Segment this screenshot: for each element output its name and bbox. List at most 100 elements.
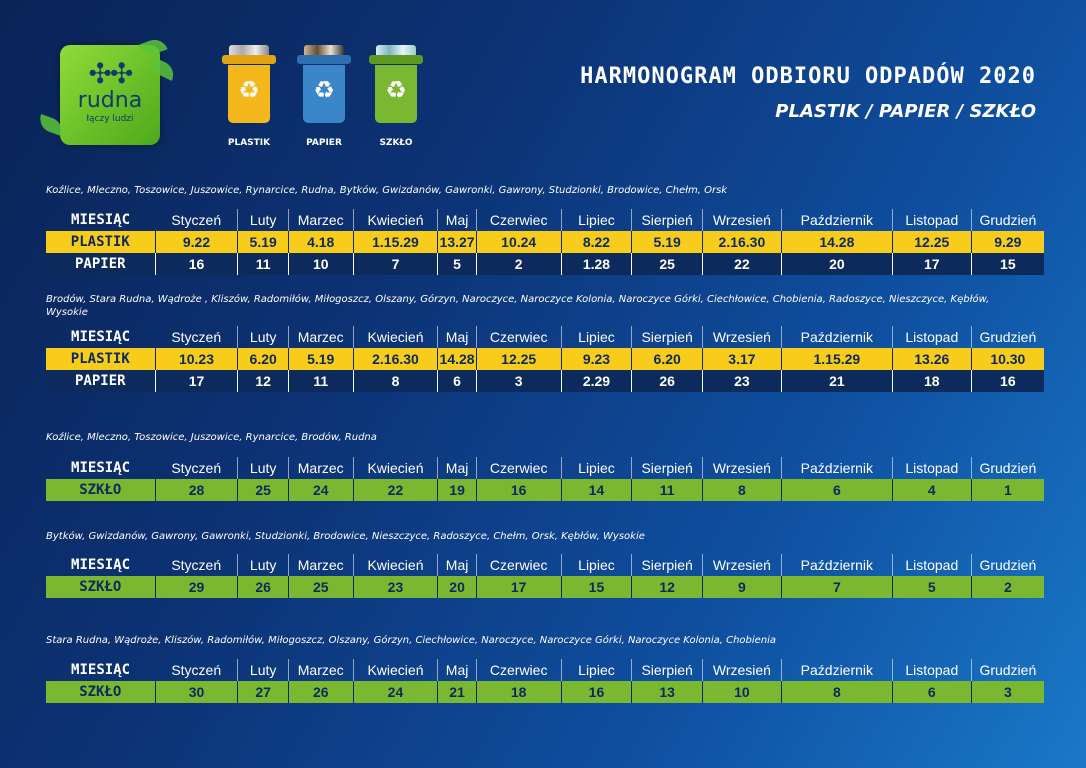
month-header-row: MIESIĄC Styczeń Luty Marzec Kwiecień Maj Czerw… [46, 554, 1044, 576]
month-header-cell: Wrzesień [702, 457, 782, 479]
pickup-date-cell: 6 [780, 479, 893, 501]
pickup-date-cell: 3.17 [702, 348, 782, 370]
area-list: Koźlice, Mleczno, Toszowice, Juszowice, … [46, 185, 728, 196]
month-header-label: MIESIĄC [71, 662, 131, 678]
pickup-date-cell: 13.27 [437, 231, 477, 253]
bin-label-szklo: SZKŁO [379, 138, 413, 148]
month-header-cell: Kwiecień [352, 457, 438, 479]
pickup-date-cell: 12 [631, 576, 703, 598]
pickup-date-cell: 26 [237, 576, 289, 598]
pickup-date-cell: 13.26 [891, 348, 972, 370]
month-header-cell: Styczeń [171, 212, 222, 228]
month-header-cell: Lipiec [560, 457, 632, 479]
month-header-cell: Marzec [287, 554, 354, 576]
month-header-cell: Maj [437, 209, 477, 231]
rudna-logo: ✣✣ rudna łączy ludzi [60, 45, 160, 145]
month-header-cell: Luty [237, 326, 289, 348]
schedule-table: MIESIĄC Styczeń Luty Marzec Kwiecień Maj Czerw… [46, 457, 1044, 501]
pickup-date-cell: 9.23 [560, 348, 632, 370]
pickup-date-cell: 11 [287, 370, 354, 392]
month-header-label: MIESIĄC [71, 460, 131, 476]
schedule-row-szklo: SZKŁO 29 26 25 23 20 17 15 12 9 7 5 2 [46, 576, 1044, 598]
pickup-date-cell: 16 [475, 479, 562, 501]
month-header-cell: Sierpień [631, 326, 703, 348]
row-label: PAPIER [46, 253, 156, 275]
month-header-label: MIESIĄC [71, 212, 131, 228]
month-header-cell: Sierpień [631, 457, 703, 479]
pickup-date-cell: 6 [437, 370, 477, 392]
pickup-date-cell: 6.20 [237, 348, 289, 370]
pickup-date-cell: 19 [437, 479, 477, 501]
month-header-cell: Marzec [287, 209, 354, 231]
pickup-date-cell: 6 [891, 681, 972, 703]
month-header-cell: Kwiecień [352, 554, 438, 576]
plastic-bin-icon: ♻ [222, 45, 276, 127]
month-header-cell: Maj [437, 457, 477, 479]
schedule-table: MIESIĄC Styczeń Luty Marzec Kwiecień Maj Czerw… [46, 209, 1044, 275]
pickup-date-cell: 17 [154, 370, 238, 392]
pickup-date-cell: 10 [287, 253, 354, 275]
pickup-date-cell: 11 [237, 253, 289, 275]
pickup-date-cell: 27 [237, 681, 289, 703]
pickup-date-cell: 10.30 [970, 348, 1044, 370]
month-header-cell: Listopad [891, 457, 972, 479]
logo-tagline: łączy ludzi [86, 114, 134, 124]
pickup-date-cell: 14 [560, 479, 632, 501]
month-header-cell: Sierpień [631, 554, 703, 576]
pickup-date-cell: 10.23 [154, 348, 238, 370]
schedule-row-papier: PAPIER 17 12 11 8 6 3 2.29 26 23 21 18 16 [46, 370, 1044, 392]
month-header-cell: Czerwiec [475, 457, 562, 479]
month-header-cell: Marzec [287, 326, 354, 348]
month-header-cell: Styczeń [171, 662, 222, 678]
pickup-date-cell: 9.29 [970, 231, 1044, 253]
month-header-cell: Luty [237, 457, 289, 479]
area-list: Stara Rudna, Wądroże, Kliszów, Radomiłów… [46, 635, 777, 646]
row-label: SZKŁO [46, 576, 156, 598]
pickup-date-cell: 16 [970, 370, 1044, 392]
pickup-date-cell: 1 [970, 479, 1044, 501]
pickup-date-cell: 2.29 [560, 370, 632, 392]
pickup-date-cell: 12.25 [891, 231, 972, 253]
pickup-date-cell: 1.28 [560, 253, 632, 275]
month-header-cell: Kwiecień [352, 326, 438, 348]
pickup-date-cell: 2 [475, 253, 562, 275]
pickup-date-cell: 10.24 [475, 231, 562, 253]
month-header-cell: Październik [780, 457, 893, 479]
month-header-cell: Listopad [891, 659, 972, 681]
pickup-date-cell: 3 [970, 681, 1044, 703]
pickup-date-cell: 29 [154, 576, 238, 598]
month-header-cell: Styczeń [171, 557, 222, 573]
month-header-cell: Listopad [891, 209, 972, 231]
pickup-date-cell: 9.22 [154, 231, 238, 253]
month-header-cell: Grudzień [970, 554, 1044, 576]
month-header-cell: Czerwiec [475, 659, 562, 681]
row-label: PLASTIK [46, 231, 156, 253]
pickup-date-cell: 24 [352, 681, 438, 703]
month-header-cell: Sierpień [631, 209, 703, 231]
row-label: PLASTIK [46, 348, 156, 370]
month-header-cell: Sierpień [631, 659, 703, 681]
bin-label-plastik: PLASTIK [227, 138, 271, 148]
pickup-date-cell: 3 [475, 370, 562, 392]
month-header-cell: Wrzesień [702, 659, 782, 681]
pickup-date-cell: 20 [780, 253, 893, 275]
pickup-date-cell: 8 [702, 479, 782, 501]
pickup-date-cell: 25 [287, 576, 354, 598]
pickup-date-cell: 18 [475, 681, 562, 703]
pickup-date-cell: 1.15.29 [780, 348, 893, 370]
month-header-cell: Październik [780, 554, 893, 576]
pickup-date-cell: 2 [970, 576, 1044, 598]
month-header-cell: Grudzień [970, 326, 1044, 348]
area-list: Koźlice, Mleczno, Toszowice, Juszowice, … [46, 432, 377, 443]
logo-name: rudna [77, 88, 143, 113]
row-label: SZKŁO [46, 681, 156, 703]
month-header-cell: Lipiec [560, 659, 632, 681]
row-label: SZKŁO [46, 479, 156, 501]
month-header-row: MIESIĄC Styczeń Luty Marzec Kwiecień Maj Czerw… [46, 326, 1044, 348]
pickup-date-cell: 24 [287, 479, 354, 501]
pickup-date-cell: 2.16.30 [702, 231, 782, 253]
pickup-date-cell: 9 [702, 576, 782, 598]
month-header-cell: Wrzesień [702, 554, 782, 576]
schedule-row-plastik: PLASTIK 9.22 5.19 4.18 1.15.29 13.27 10.24 8.22… [46, 231, 1044, 253]
pickup-date-cell: 26 [287, 681, 354, 703]
